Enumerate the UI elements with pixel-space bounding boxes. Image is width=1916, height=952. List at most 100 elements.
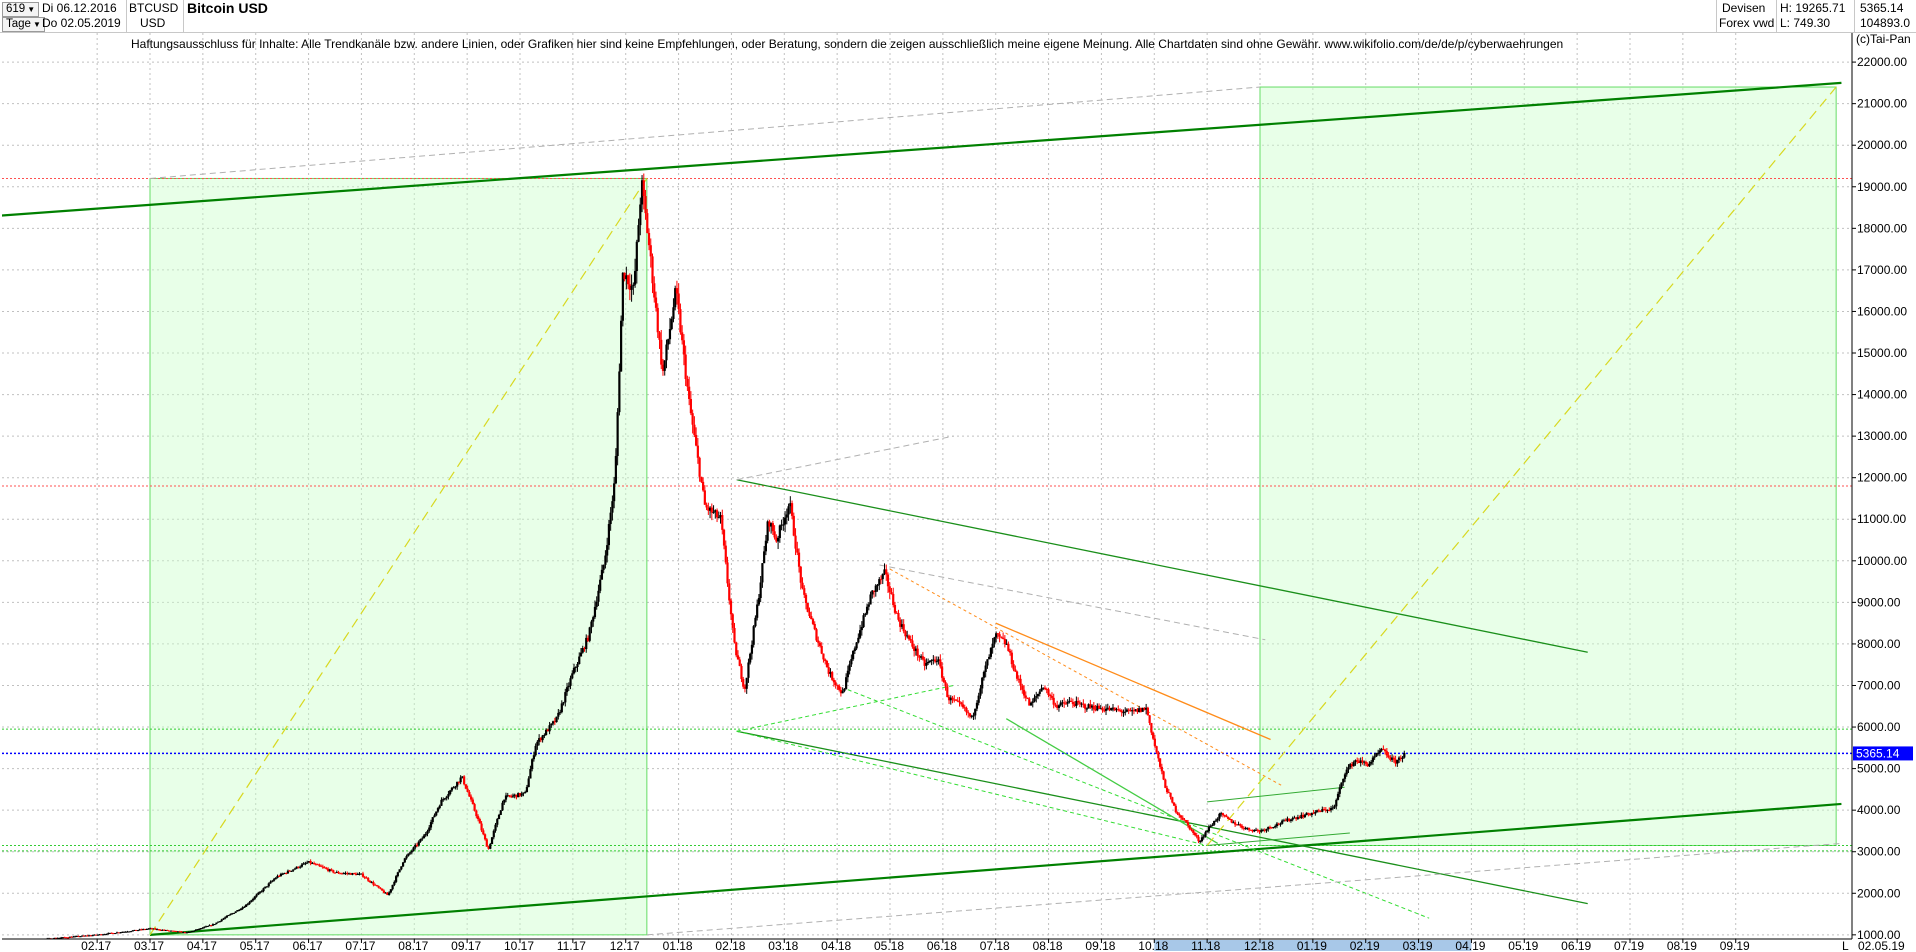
candle-body: [947, 696, 951, 701]
candle-body: [1213, 820, 1216, 825]
candle-body: [96, 934, 99, 936]
candle-body: [1078, 702, 1081, 704]
candle-body: [417, 841, 420, 846]
candle-body: [115, 932, 119, 934]
candle-body: [672, 307, 675, 319]
candle-body: [862, 615, 865, 628]
candle-body: [161, 929, 164, 931]
candle-body: [225, 915, 229, 918]
candle-body: [23, 941, 25, 942]
candle-body: [1089, 704, 1092, 708]
candle-body: [1244, 828, 1247, 830]
candle-body: [803, 588, 806, 595]
candle-body: [770, 523, 773, 527]
interval-select[interactable]: Tage ▼: [2, 16, 45, 32]
candle-body: [715, 510, 719, 518]
candle-body: [1211, 824, 1214, 826]
candle-body: [548, 725, 551, 732]
candle-body: [1296, 817, 1299, 819]
candle-body: [476, 816, 480, 820]
x-tick-label: 12.18: [1244, 939, 1274, 952]
candle-body: [1272, 827, 1275, 829]
candle-body: [1071, 701, 1074, 705]
candle-body: [1354, 760, 1357, 763]
candle-body: [1104, 708, 1108, 711]
candle-body: [1056, 705, 1059, 708]
candle-body: [940, 666, 944, 678]
candle-body: [401, 862, 405, 867]
candle-body: [1237, 824, 1240, 826]
candle-body: [361, 873, 365, 877]
candle-body: [250, 900, 253, 903]
candle-body: [1274, 826, 1277, 828]
candle-body: [435, 811, 438, 816]
candle-body: [135, 929, 138, 931]
candle-body: [1021, 685, 1024, 690]
candle-body: [717, 517, 720, 519]
candle-body: [274, 877, 277, 880]
candle-body: [131, 930, 134, 932]
candle-body: [1075, 700, 1078, 706]
candle-body: [1397, 757, 1401, 760]
candle-body: [75, 936, 78, 938]
candle-body: [1035, 696, 1038, 698]
candle-body: [609, 512, 612, 525]
candle-body: [857, 637, 860, 643]
candle-body: [431, 817, 434, 823]
candle-body: [1247, 827, 1251, 830]
candle-body: [163, 929, 166, 931]
x-tick-label: 08.19: [1667, 939, 1697, 952]
candle-body: [1300, 814, 1303, 819]
candle-body: [370, 882, 373, 884]
candle-body: [1204, 832, 1207, 837]
candle-body: [318, 864, 321, 866]
candle-body: [492, 830, 495, 838]
candle-body: [1153, 738, 1156, 747]
candle-body: [388, 892, 391, 896]
range-start: Di 06.12.2016: [42, 1, 117, 15]
chevron-down-icon: ▼: [32, 20, 41, 29]
candle-body: [1214, 820, 1218, 822]
candle-body: [93, 934, 96, 936]
candle-body: [806, 603, 809, 612]
candle-body: [1268, 826, 1272, 828]
candle-body: [724, 545, 727, 563]
candle-body: [1310, 812, 1313, 816]
candle-body: [185, 932, 188, 934]
candle-body: [696, 445, 699, 458]
candle-body: [1240, 825, 1244, 828]
candle-body: [777, 538, 780, 542]
period-select[interactable]: 619 ▼: [2, 1, 40, 17]
candle-body: [295, 866, 298, 869]
candle-body: [1052, 697, 1055, 705]
period-select-value: 619: [6, 3, 26, 15]
candle-body: [82, 935, 85, 937]
candle-body: [1377, 752, 1380, 754]
trendline: [995, 622, 1271, 741]
candle-body: [738, 659, 741, 666]
candle-body: [89, 935, 92, 937]
candle-body: [335, 872, 338, 874]
candle-body: [920, 656, 923, 658]
candle-body: [454, 786, 457, 788]
candle-body: [258, 891, 262, 893]
candle-body: [918, 656, 921, 658]
candle-body: [217, 921, 220, 923]
candle-body: [647, 232, 651, 246]
x-tick-label: 03.18: [768, 939, 798, 952]
candle-body: [852, 650, 855, 660]
candle-body: [579, 652, 583, 657]
y-tick-label: 3000.00: [1857, 845, 1901, 859]
candle-body: [1110, 708, 1113, 711]
candle-body: [1148, 715, 1151, 723]
y-tick-label: 12000.00: [1857, 471, 1907, 485]
candle-body: [815, 629, 818, 641]
candle-body: [1080, 703, 1083, 705]
candle-body: [1328, 809, 1331, 811]
candle-body: [858, 630, 862, 638]
y-tick-label: 6000.00: [1857, 720, 1901, 734]
candle-body: [626, 275, 630, 285]
candle-body: [660, 339, 663, 365]
candle-body: [103, 934, 106, 936]
candle-body: [32, 940, 34, 941]
